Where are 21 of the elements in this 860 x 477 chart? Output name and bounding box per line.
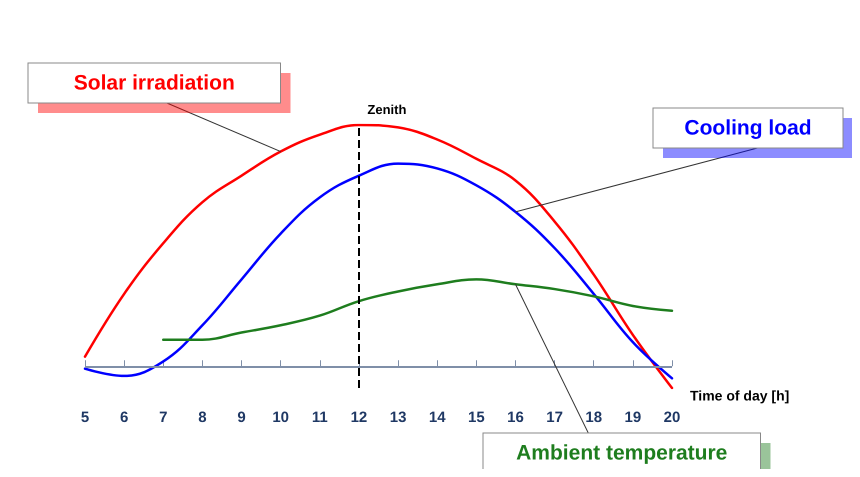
text: Solar irradiation [74, 72, 235, 94]
x-tick-label: 7 [159, 409, 168, 426]
ref-line-label: Zenith [367, 102, 406, 117]
x-tick-label: 9 [237, 409, 246, 426]
x-tick-label: 12 [350, 409, 368, 426]
x-tick-label: 14 [428, 409, 446, 426]
x-tick-label: 15 [468, 409, 485, 426]
x-tick-label: 8 [198, 409, 207, 426]
text: Ambient temperature [516, 442, 728, 464]
x-tick-label: 20 [664, 409, 680, 426]
x-tick-label: 18 [585, 409, 602, 426]
x-tick-label: 10 [272, 409, 290, 426]
x-tick-label: 13 [390, 409, 406, 426]
text: Cooling load [684, 116, 812, 140]
x-tick-label: 17 [546, 409, 563, 426]
x-axis-title: Time of day [h] [690, 387, 790, 404]
x-tick-label: 19 [624, 409, 642, 426]
x-tick-label: 16 [507, 409, 524, 426]
x-tick-label: 11 [312, 409, 328, 426]
x-tick-label: 5 [80, 409, 90, 426]
x-tick-label: 6 [120, 409, 128, 426]
